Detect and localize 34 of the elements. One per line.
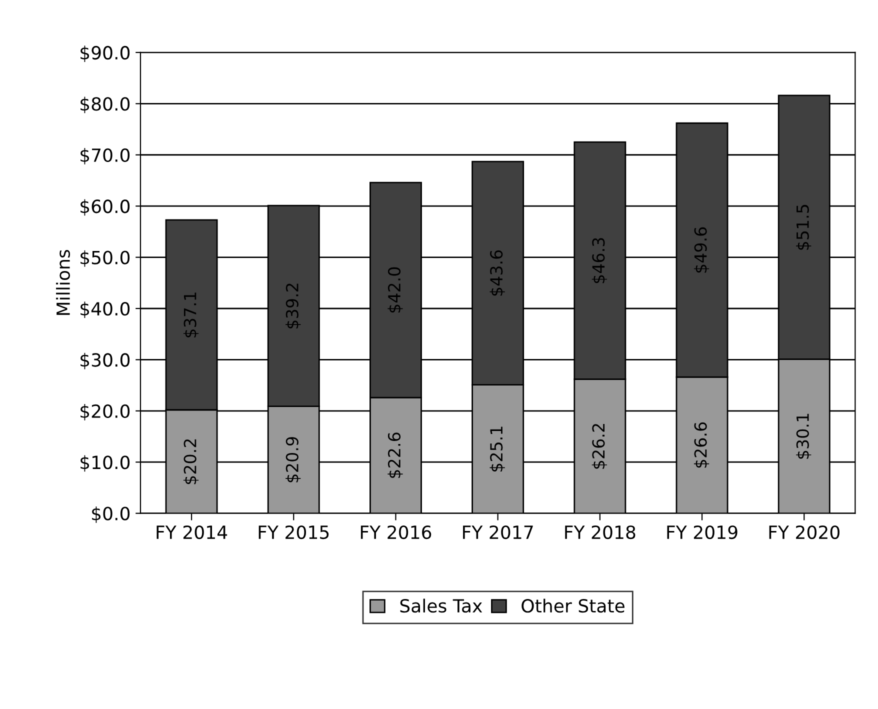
data-label: $26.6 <box>694 422 710 468</box>
x-tick-label: FY 2016 <box>360 525 432 540</box>
x-tick-label: FY 2019 <box>667 525 738 540</box>
x-tick-label: FY 2018 <box>565 525 636 540</box>
data-label: $39.2 <box>286 284 301 328</box>
y-tick-label: $70.0 <box>80 148 130 164</box>
data-label: $43.6 <box>490 250 505 296</box>
x-tick-label: FY 2020 <box>769 525 840 540</box>
y-axis-title: Millions <box>56 250 70 315</box>
data-label: $26.2 <box>592 424 607 469</box>
y-tick-label: $50.0 <box>80 250 130 267</box>
x-tick-label: FY 2017 <box>463 525 533 540</box>
y-tick-label: $20.0 <box>80 404 130 420</box>
data-label: $37.1 <box>183 292 199 338</box>
data-label: $42.0 <box>388 267 403 313</box>
data-label: $20.2 <box>183 439 199 484</box>
data-label: $22.6 <box>388 432 403 478</box>
y-tick-label: $10.0 <box>80 455 130 472</box>
legend-label: Sales Tax <box>400 598 482 613</box>
y-tick-label: $30.0 <box>80 352 130 370</box>
x-tick-label: FY 2014 <box>156 525 228 540</box>
y-tick-label: $60.0 <box>80 199 130 216</box>
data-label: $46.3 <box>592 238 607 284</box>
y-tick-label: $40.0 <box>80 302 130 318</box>
data-label: $20.9 <box>286 437 301 482</box>
y-tick-label: $90.0 <box>80 46 130 62</box>
y-tick-label: $0.0 <box>92 506 130 523</box>
data-label: $49.6 <box>694 227 710 273</box>
y-tick-label: $80.0 <box>80 96 130 114</box>
legend-label: Other State <box>522 598 624 613</box>
data-label: $51.5 <box>796 204 812 250</box>
data-label: $30.1 <box>796 414 812 459</box>
x-tick-label: FY 2015 <box>258 525 329 540</box>
data-label: $25.1 <box>490 426 505 472</box>
